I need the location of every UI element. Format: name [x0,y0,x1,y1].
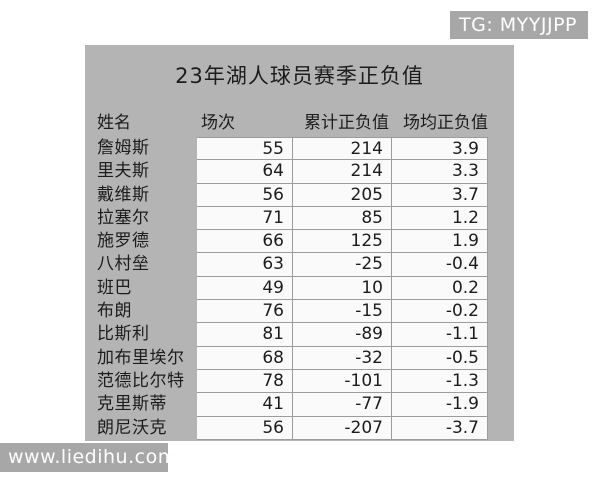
games-cell: 49 [197,276,293,301]
total-cell: 10 [293,276,392,301]
avg-cell: 1.2 [392,206,488,231]
avg-cell: -1.3 [392,369,488,394]
table-body: 詹姆斯 55 214 3.9 里夫斯 64 214 3.3 戴维斯 56 205… [97,137,488,440]
table-row: 范德比尔特 78 -101 -1.3 [97,369,488,394]
table-row: 施罗德 66 125 1.9 [97,230,488,254]
avg-cell: -1.1 [392,323,488,347]
total-cell: 125 [293,230,392,254]
player-name: 戴维斯 [97,184,150,205]
games-cell: 55 [197,137,293,161]
avg-cell: 3.7 [392,183,488,207]
avg-cell: -0.5 [392,346,488,370]
telegram-watermark: TG: MYYJJPP [450,11,588,39]
avg-cell: 1.9 [392,230,488,254]
column-header-games: 场次 [201,113,235,133]
total-cell: 214 [293,137,392,161]
total-cell: -77 [293,393,392,417]
avg-cell: -3.7 [392,416,488,440]
player-name: 朗尼沃克 [97,417,167,438]
table-row: 克里斯蒂 41 -77 -1.9 [97,393,488,417]
table-row: 詹姆斯 55 214 3.9 [97,137,488,161]
avg-cell: -1.9 [392,393,488,417]
games-cell: 56 [197,183,293,207]
total-cell: 214 [293,160,392,184]
table-row: 八村垒 63 -25 -0.4 [97,253,488,277]
column-header-name: 姓名 [97,113,131,133]
avg-cell: 3.3 [392,160,488,184]
games-cell: 78 [197,369,293,394]
games-cell: 56 [197,416,293,440]
table-title: 23年湖人球员赛季正负值 [175,64,424,88]
player-name: 里夫斯 [97,161,150,182]
player-name: 布朗 [97,301,132,322]
table-row: 里夫斯 64 214 3.3 [97,160,488,184]
table-row: 拉塞尔 71 85 1.2 [97,206,488,231]
games-cell: 71 [197,206,293,231]
player-name: 班巴 [97,277,132,298]
player-name: 八村垒 [97,254,150,275]
avg-cell: 3.9 [392,137,488,161]
avg-cell: -0.4 [392,253,488,277]
total-cell: -89 [293,323,392,347]
player-name: 詹姆斯 [97,138,150,158]
total-cell: -207 [293,416,392,440]
table-row: 加布里埃尔 68 -32 -0.5 [97,346,488,370]
player-name: 施罗德 [97,231,150,252]
player-name: 克里斯蒂 [97,394,167,415]
total-cell: -25 [293,253,392,277]
avg-cell: -0.2 [392,300,488,324]
total-cell: -15 [293,300,392,324]
table-row: 戴维斯 56 205 3.7 [97,183,488,207]
total-cell: -32 [293,346,392,370]
table-screenshot-canvas: 23年湖人球员赛季正负值 姓名 场次 累计正负值 场均正负值 詹姆斯 55 21… [85,45,514,441]
site-watermark: www.liedihu.com [0,443,176,472]
games-cell: 63 [197,253,293,277]
player-name: 范德比尔特 [97,370,185,391]
games-cell: 66 [197,230,293,254]
player-name: 加布里埃尔 [97,347,185,368]
games-cell: 68 [197,346,293,370]
table-header-row: 姓名 场次 累计正负值 场均正负值 [97,111,488,137]
total-cell: 85 [293,206,392,231]
table-row: 班巴 49 10 0.2 [97,276,488,301]
player-name: 比斯利 [97,324,150,345]
total-cell: 205 [293,183,392,207]
column-header-total-plus-minus: 累计正负值 [304,113,389,133]
games-cell: 76 [197,300,293,324]
games-cell: 41 [197,393,293,417]
games-cell: 81 [197,323,293,347]
table-row: 布朗 76 -15 -0.2 [97,300,488,324]
plus-minus-table: 姓名 场次 累计正负值 场均正负值 詹姆斯 55 214 3.9 里夫斯 64 … [97,111,488,440]
games-cell: 64 [197,160,293,184]
table-row: 比斯利 81 -89 -1.1 [97,323,488,347]
avg-cell: 0.2 [392,276,488,301]
column-header-avg-plus-minus: 场均正负值 [403,113,488,133]
total-cell: -101 [293,369,392,394]
table-row: 朗尼沃克 56 -207 -3.7 [97,416,488,440]
player-name: 拉塞尔 [97,207,150,228]
